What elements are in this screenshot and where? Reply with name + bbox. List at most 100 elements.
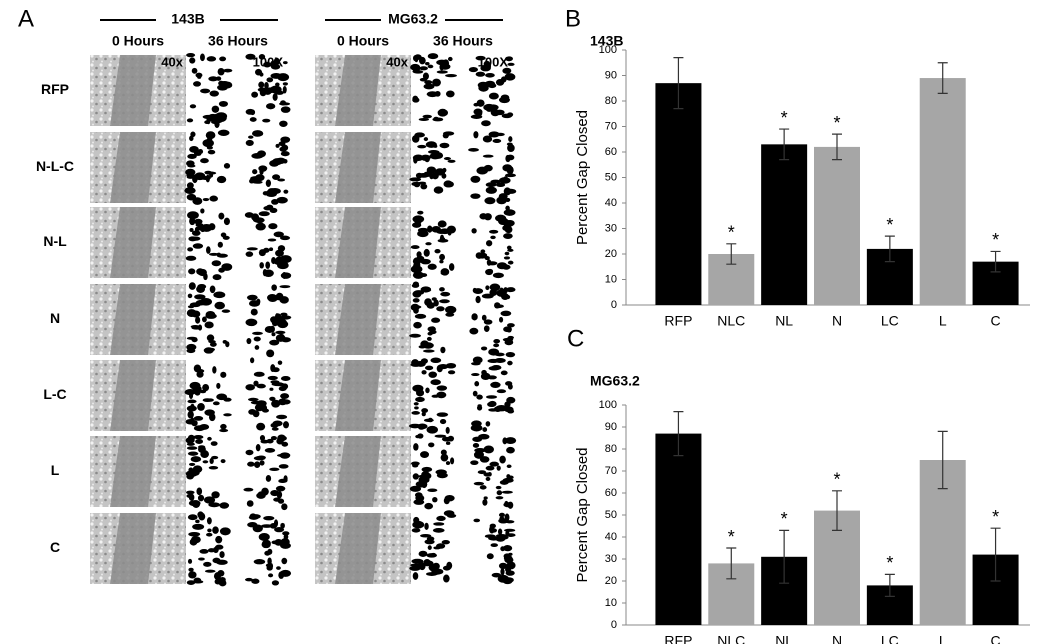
cell bbox=[208, 76, 219, 82]
cell bbox=[413, 499, 425, 505]
cell bbox=[259, 72, 264, 77]
cell bbox=[197, 149, 204, 155]
cell bbox=[412, 215, 425, 223]
cell bbox=[191, 67, 198, 74]
cell bbox=[468, 147, 479, 152]
cell bbox=[265, 475, 272, 482]
cell bbox=[472, 436, 483, 442]
row-label: C bbox=[50, 539, 60, 555]
cell bbox=[283, 189, 289, 194]
cell bbox=[436, 412, 449, 417]
cell bbox=[425, 387, 430, 394]
cell bbox=[507, 360, 513, 366]
significance-marker: * bbox=[833, 470, 840, 490]
cell bbox=[473, 518, 481, 523]
cell bbox=[280, 375, 291, 382]
cell bbox=[205, 246, 211, 254]
cell bbox=[271, 427, 279, 431]
cell bbox=[214, 301, 225, 310]
y-axis-label: Percent Gap Closed bbox=[574, 110, 591, 245]
cell bbox=[221, 263, 233, 271]
cell bbox=[195, 519, 200, 524]
cell bbox=[248, 300, 261, 307]
cell bbox=[423, 248, 430, 257]
cell bbox=[186, 160, 195, 167]
cell bbox=[506, 287, 516, 293]
cell bbox=[439, 259, 444, 264]
cell bbox=[414, 313, 427, 319]
cell bbox=[275, 143, 280, 148]
cell bbox=[429, 174, 434, 180]
cell bbox=[204, 171, 217, 175]
cell bbox=[431, 317, 441, 323]
cell bbox=[206, 56, 217, 62]
cell bbox=[421, 370, 427, 375]
cell bbox=[424, 80, 433, 85]
cell bbox=[245, 449, 254, 456]
cell bbox=[263, 61, 272, 68]
cell bbox=[192, 500, 201, 508]
cell bbox=[440, 449, 447, 456]
cell bbox=[274, 320, 282, 326]
cell bbox=[498, 562, 508, 570]
cell bbox=[495, 496, 504, 500]
cell bbox=[195, 438, 204, 444]
cell bbox=[282, 61, 288, 65]
cell bbox=[502, 477, 514, 483]
cell bbox=[185, 255, 197, 261]
cell bbox=[205, 174, 210, 183]
cell bbox=[252, 524, 263, 533]
cell bbox=[187, 293, 193, 299]
x-tick-label: RFP bbox=[664, 633, 692, 644]
error-bar bbox=[937, 62, 948, 94]
cell bbox=[439, 287, 445, 292]
cell bbox=[487, 83, 497, 89]
cell bbox=[439, 63, 451, 70]
time-label: 0 Hours bbox=[337, 33, 389, 49]
cell bbox=[280, 151, 290, 157]
cell bbox=[248, 135, 254, 139]
cell bbox=[282, 531, 290, 536]
cell bbox=[500, 546, 506, 552]
cell bbox=[257, 87, 268, 92]
error-bar bbox=[937, 430, 948, 490]
cell bbox=[503, 577, 514, 583]
cell bbox=[247, 461, 255, 467]
cell bbox=[206, 398, 214, 402]
cell bbox=[439, 234, 445, 242]
cell bbox=[428, 371, 438, 378]
cell bbox=[415, 389, 425, 397]
cell bbox=[189, 146, 199, 153]
cell bbox=[198, 445, 206, 454]
cell bbox=[272, 174, 281, 180]
chart-title: MG63.2 bbox=[590, 373, 640, 389]
cell bbox=[270, 296, 282, 301]
cell bbox=[447, 159, 456, 163]
cell bbox=[279, 285, 291, 289]
cell bbox=[411, 558, 424, 564]
cell bbox=[277, 498, 285, 504]
cell bbox=[426, 166, 437, 174]
error-bar bbox=[779, 128, 790, 161]
cell bbox=[245, 139, 254, 146]
cell bbox=[479, 456, 490, 463]
cell bbox=[498, 512, 505, 518]
significance-marker: * bbox=[833, 113, 840, 133]
cell bbox=[214, 578, 222, 585]
time-label: 36 Hours bbox=[208, 33, 268, 49]
y-tick-label: 40 bbox=[605, 531, 617, 543]
cell bbox=[193, 364, 202, 373]
cell bbox=[276, 196, 288, 204]
cell bbox=[471, 373, 480, 377]
y-tick-label: 40 bbox=[605, 197, 617, 209]
cell bbox=[417, 210, 424, 215]
wound-gap bbox=[110, 436, 156, 507]
cell bbox=[267, 238, 277, 242]
cell bbox=[209, 285, 216, 294]
cell bbox=[482, 427, 488, 433]
cell bbox=[421, 471, 430, 479]
cell bbox=[282, 158, 288, 164]
cell bbox=[506, 464, 512, 469]
cell bbox=[187, 558, 193, 564]
cell bbox=[246, 337, 252, 345]
